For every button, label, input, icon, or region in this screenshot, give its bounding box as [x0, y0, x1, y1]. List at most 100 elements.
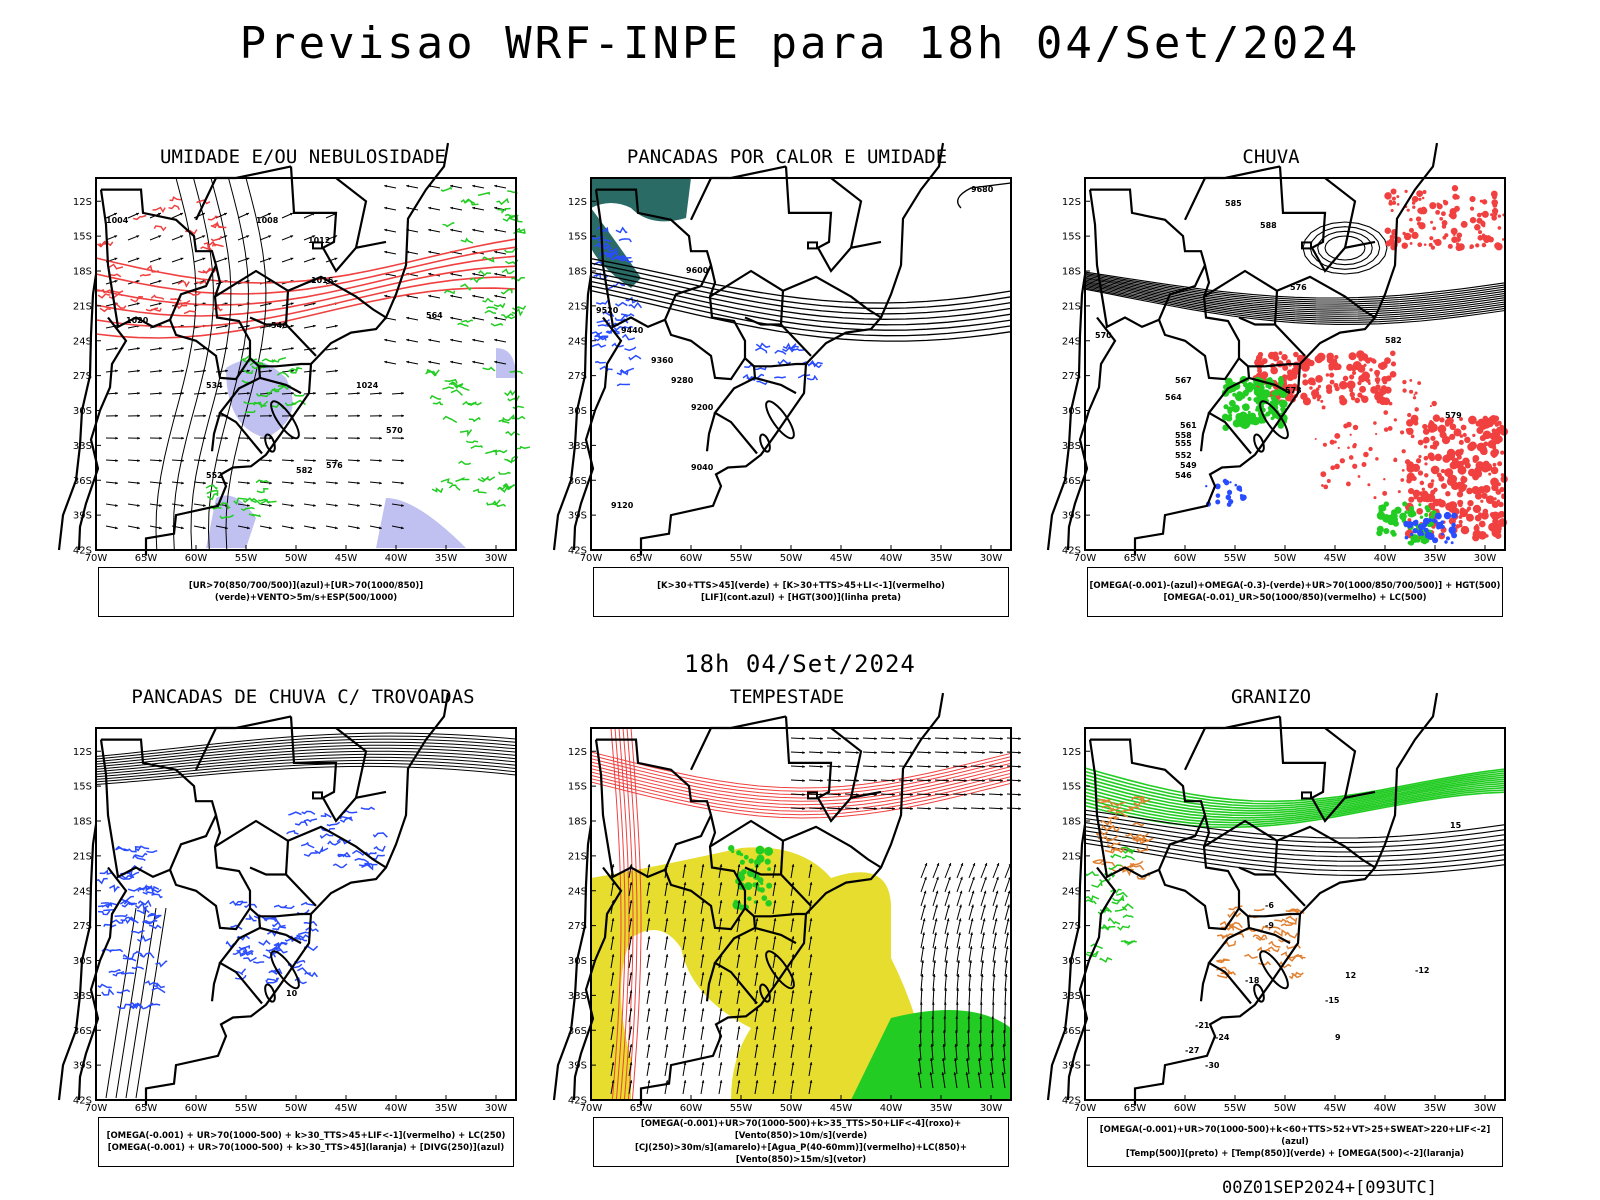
wind-vector-head: [933, 960, 937, 963]
federal-district: [312, 791, 323, 800]
federal-district: [312, 241, 323, 250]
wind-vector-head: [955, 1002, 959, 1005]
divergence-contour-blue: [116, 989, 131, 994]
divergence-contour-blue: [236, 947, 248, 953]
wind-vector-head: [802, 737, 805, 741]
rain-area-red: [1451, 236, 1458, 244]
temp850-contour-green: [1084, 899, 1097, 905]
wind-vector-head: [737, 972, 741, 976]
wind-vector-head: [920, 974, 924, 977]
omega-area-orange: [1273, 928, 1288, 937]
wind-vector-head: [1001, 1072, 1005, 1076]
wind-vector-head: [910, 807, 913, 811]
rain-area-red: [1373, 421, 1377, 425]
country-border: [335, 727, 368, 799]
rain-area-red: [1456, 232, 1463, 238]
lifted-index-contour-blue: [797, 374, 811, 379]
streamline: [95, 741, 517, 765]
legend-line: [OMEGA(-0.001) + UR>70(1000-500) + k>30_…: [106, 1131, 506, 1141]
lat-tick-label: 39S: [1062, 511, 1081, 522]
rain-area-red: [1460, 220, 1468, 228]
wind-vector-head: [737, 864, 741, 868]
wind-vector: [956, 946, 961, 963]
divergence-contour-blue: [148, 912, 160, 918]
wind-vector-head: [1003, 1002, 1007, 1005]
rain-area-red: [1498, 501, 1504, 508]
divergence-contour-blue: [373, 845, 386, 852]
wind-vector: [992, 932, 997, 949]
wind-vector-head: [665, 936, 669, 940]
jet-area-yellow: [591, 847, 921, 1100]
wind-vector-head: [379, 503, 382, 507]
wind-vector: [991, 1029, 994, 1047]
rain-area-red: [1396, 195, 1400, 199]
country-border: [1199, 962, 1211, 1002]
country-border: [1203, 269, 1376, 319]
wind-vector: [980, 932, 985, 949]
divergence-contour-blue: [136, 906, 150, 915]
rain-area-red: [1497, 482, 1501, 487]
humidity-contour-green: [293, 393, 305, 397]
wind-vector-head: [472, 272, 476, 276]
divergence-contour-blue: [146, 850, 158, 854]
map-frame: [95, 177, 517, 551]
wind-vector-head: [820, 737, 823, 741]
humidity-contour-green: [511, 415, 526, 420]
omega-area-orange: [1099, 799, 1114, 807]
rain-area-red: [1459, 417, 1463, 421]
wind-vector: [980, 946, 985, 963]
divergence-contour-blue: [114, 913, 128, 918]
wind-vector-head: [946, 737, 949, 741]
lat-tick-label: 18S: [1062, 267, 1081, 278]
wind-vector-head: [773, 1062, 777, 1066]
wind-vector-head: [979, 1002, 983, 1005]
wind-vector-head: [958, 932, 962, 936]
contour-label: 9: [1335, 1033, 1341, 1042]
rain-area-blue: [1433, 519, 1438, 524]
wind-vector-head: [918, 1044, 922, 1047]
rain-area-red: [1419, 480, 1425, 486]
geopotential-contour: [1084, 288, 1506, 325]
legend-line: [Temp(500)](preto) + [Temp(850)](verde) …: [1125, 1149, 1465, 1159]
divergence-contour-blue: [139, 1002, 154, 1010]
rain-area-red: [1452, 483, 1459, 490]
wind-vector-head: [246, 257, 250, 261]
humidity-contour-green: [472, 488, 487, 494]
lat-tick-label: 42S: [1062, 546, 1081, 557]
wind-vector-head: [629, 1026, 633, 1030]
wind-vector: [932, 932, 937, 949]
omega-area-orange: [1092, 859, 1105, 863]
lon-tick-label: 70W: [1074, 553, 1097, 564]
lat-tick-label: 15S: [73, 232, 92, 243]
rain-area-red: [1481, 199, 1488, 205]
rain-area-red: [1488, 522, 1498, 532]
rain-area-red: [1423, 445, 1428, 449]
divergence-contour-blue: [326, 821, 341, 827]
country-border: [1088, 189, 1206, 329]
panel-title-tempestade: TEMPESTADE: [729, 686, 845, 708]
wind-vector-head: [225, 391, 228, 395]
wind-vector-head: [989, 1072, 993, 1076]
wind-vector-head: [935, 904, 938, 908]
rain-area-red: [1429, 236, 1434, 241]
rain-area-red: [1414, 391, 1418, 395]
humidity-contour-red: [152, 206, 166, 214]
lifted-index-contour-blue: [596, 318, 610, 324]
rain-area-green: [1390, 529, 1396, 536]
lon-tick-label: 50W: [780, 1103, 803, 1114]
rain-area-red: [1444, 468, 1454, 478]
wind-vector-head: [1018, 737, 1021, 741]
wind-vector-head: [312, 324, 316, 328]
wind-vector: [1003, 1044, 1006, 1061]
wind-vector-head: [1006, 932, 1010, 936]
wind-vector-head: [683, 1026, 687, 1030]
humidity-contour-green: [484, 310, 497, 315]
wind-vector-head: [157, 212, 161, 216]
wind-vector: [990, 1072, 994, 1089]
wind-vector-head: [665, 1026, 669, 1030]
wind-vector-head: [159, 503, 162, 507]
rain-area-red: [1485, 495, 1495, 504]
wind-vector: [931, 1029, 934, 1047]
divergence-contour-blue: [337, 853, 350, 858]
